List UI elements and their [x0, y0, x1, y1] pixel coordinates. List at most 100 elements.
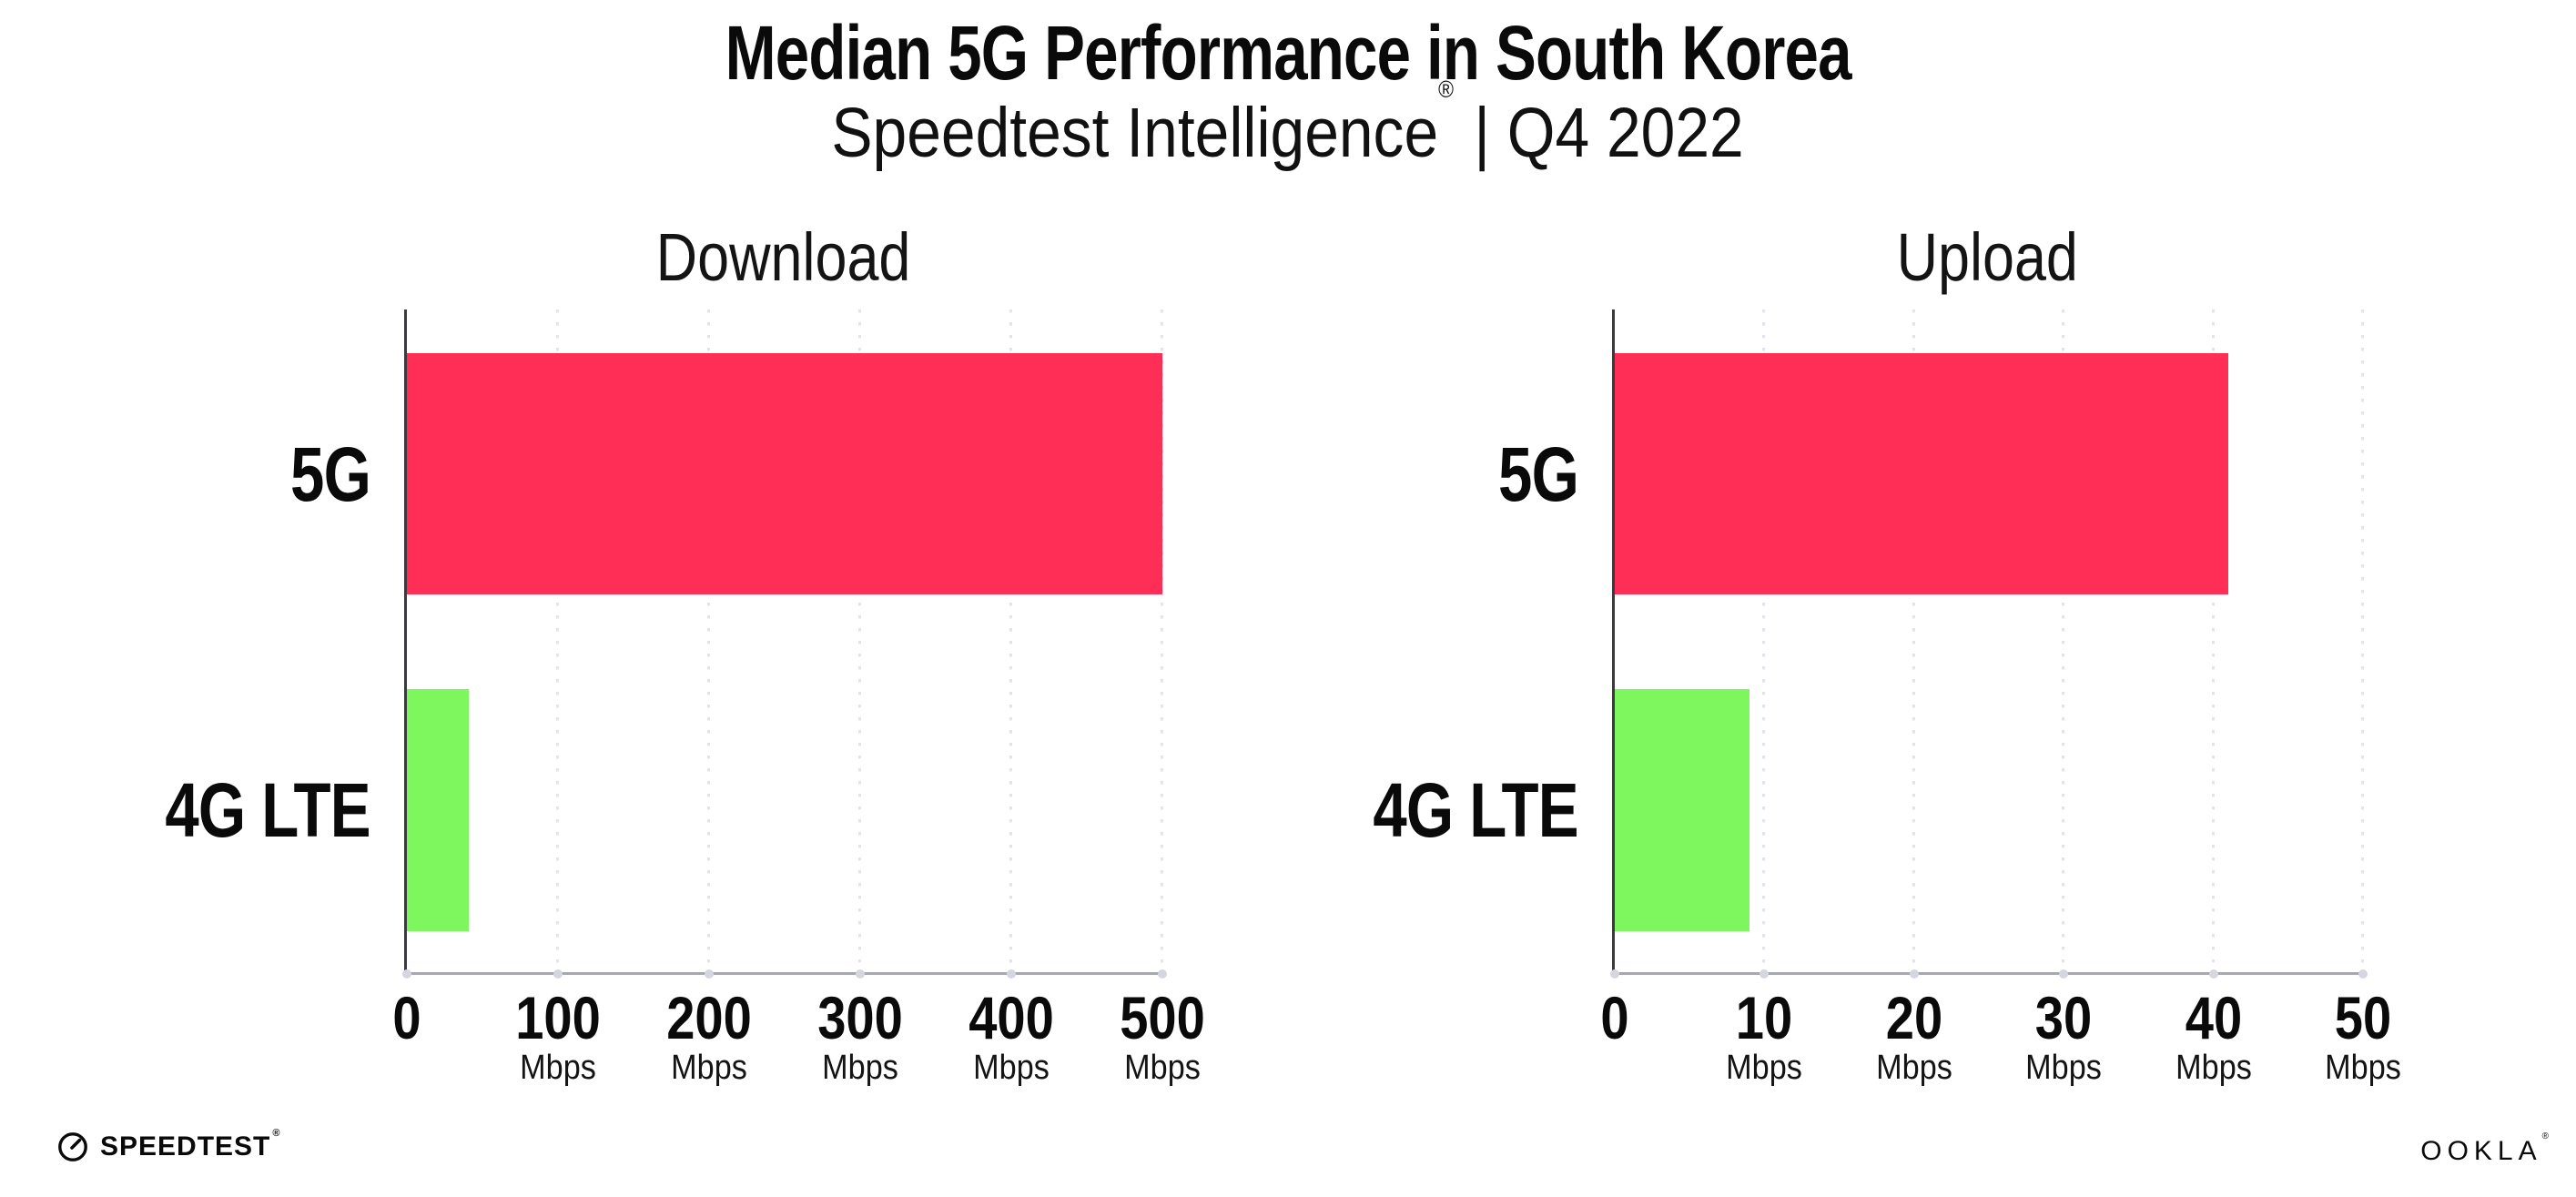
x-tick-label-10-upload: 10	[1731, 988, 1798, 1048]
axis-tick-dot-40-upload	[2208, 969, 2218, 979]
x-tick-value: 10	[1736, 984, 1793, 1051]
x-tick-unit-40-upload: Mbps	[2171, 1050, 2256, 1085]
axis-tick-dot-50-upload	[2358, 969, 2368, 979]
category-label-5g-upload: 5G	[1478, 431, 1579, 517]
x-tick-label-30-upload: 30	[2030, 988, 2096, 1048]
category-label-4g-lte-upload: 4G LTE	[1322, 767, 1579, 853]
category-label-4g-lte-download: 4G LTE	[114, 767, 371, 853]
chart-title-download-text: Download	[655, 219, 911, 295]
x-tick-value: 0	[392, 984, 421, 1051]
gridline-200-download	[707, 309, 710, 972]
gridline-500-download	[1161, 309, 1163, 972]
x-tick-value: 400	[969, 984, 1054, 1051]
speedtest-registered-mark: ®	[272, 1128, 281, 1139]
axis-tick-dot-0-upload	[1610, 969, 1619, 979]
x-tick-unit-10-upload: Mbps	[1722, 1050, 1807, 1085]
axis-tick-dot-20-upload	[1909, 969, 1919, 979]
bar-5g-upload	[1615, 353, 2229, 594]
plot-area-upload: 0 10 Mbps 20 Mbps 30 Mbps 40 Mbps 50 Mbps 5G 4G LTE	[1374, 309, 2401, 1085]
x-tick-unit-text: Mbps	[1875, 1049, 1952, 1087]
x-tick-label-0-upload: 0	[1598, 988, 1632, 1048]
x-tick-unit-text: Mbps	[2025, 1049, 2103, 1087]
chart-panel-download: Download 0 100 Mbps 200 Mbps 300 Mbps 400 Mbps 50…	[166, 224, 1205, 1086]
x-tick-value: 0	[1600, 984, 1629, 1051]
ookla-registered-mark: ®	[2541, 1131, 2549, 1141]
x-tick-value: 20	[1885, 984, 1943, 1051]
chart-title-upload: Upload	[1612, 224, 2363, 291]
axis-tick-dot-100-download	[553, 969, 563, 979]
gridline-20-upload	[1912, 309, 1915, 972]
axis-tick-dot-30-upload	[2059, 969, 2069, 979]
page-title-text: Median 5G Performance in South Korea	[725, 10, 1851, 96]
x-tick-unit-text: Mbps	[822, 1049, 898, 1087]
registered-mark: ®	[1438, 76, 1455, 104]
page-subtitle-text: Speedtest Intelligence® | Q4 2022	[831, 77, 1745, 172]
gridline-40-upload	[2211, 309, 2215, 972]
gridline-10-upload	[1762, 309, 1766, 972]
ookla-logo: OOKLA®	[2420, 1132, 2549, 1166]
x-tick-label-20-upload: 20	[1881, 988, 1947, 1048]
x-tick-label-300-download: 300	[810, 988, 910, 1048]
axis-tick-dot-10-upload	[1760, 969, 1770, 979]
x-tick-value: 40	[2185, 984, 2242, 1051]
x-tick-value: 500	[1120, 984, 1205, 1051]
plot-area-download: 0 100 Mbps 200 Mbps 300 Mbps 400 Mbps 500 Mbps 5G 4G…	[166, 309, 1205, 1085]
axis-tick-dot-300-download	[856, 969, 865, 979]
speedtest-gauge-icon	[56, 1131, 89, 1163]
x-tick-label-100-download: 100	[508, 988, 608, 1048]
page-title: Median 5G Performance in South Korea	[0, 13, 2576, 93]
gridline-100-download	[556, 309, 559, 972]
x-tick-label-200-download: 200	[659, 988, 759, 1048]
x-tick-unit-text: Mbps	[1124, 1049, 1201, 1087]
axis-tick-dot-200-download	[705, 969, 714, 979]
x-tick-unit-100-download: Mbps	[516, 1050, 601, 1085]
axis-tick-dot-0-download	[402, 969, 411, 979]
x-tick-label-400-download: 400	[961, 988, 1061, 1048]
chart-panel-upload: Upload 0 10 Mbps 20 Mbps 30 Mbps 40 Mbps 50 Mbps 5G…	[1374, 224, 2401, 1086]
x-tick-unit-200-download: Mbps	[667, 1050, 752, 1085]
gridline-300-download	[858, 309, 861, 972]
gridline-400-download	[1009, 309, 1012, 972]
x-tick-label-50-upload: 50	[2329, 988, 2396, 1048]
x-tick-value: 30	[2034, 984, 2093, 1051]
x-tick-unit-text: Mbps	[2325, 1049, 2401, 1087]
bar-4g-lte-download	[407, 689, 470, 931]
chart-title-upload-text: Upload	[1896, 219, 2079, 295]
x-tick-value: 100	[515, 984, 601, 1051]
x-tick-unit-text: Mbps	[1726, 1049, 1803, 1087]
x-tick-unit-text: Mbps	[671, 1049, 747, 1087]
page-subtitle: Speedtest Intelligence® | Q4 2022	[0, 77, 2576, 172]
x-tick-unit-50-upload: Mbps	[2321, 1050, 2406, 1085]
x-tick-label-40-upload: 40	[2180, 988, 2246, 1048]
ookla-wordmark-text: OOKLA	[2420, 1136, 2542, 1166]
x-tick-unit-500-download: Mbps	[1121, 1050, 1205, 1085]
x-tick-value: 300	[817, 984, 903, 1051]
x-tick-unit-text: Mbps	[973, 1049, 1050, 1087]
axis-tick-dot-400-download	[1007, 969, 1016, 979]
speedtest-wordmark: SPEEDTEST ®	[100, 1129, 280, 1161]
speedtest-wordmark-text: SPEEDTEST	[100, 1131, 271, 1161]
x-tick-unit-text: Mbps	[520, 1049, 596, 1087]
bar-5g-download	[407, 353, 1162, 594]
x-tick-label-500-download: 500	[1112, 988, 1212, 1048]
category-label-text: 5G	[289, 431, 371, 517]
subtitle-period: | Q4 2022	[1456, 94, 1745, 172]
x-tick-unit-20-upload: Mbps	[1871, 1050, 1956, 1085]
speedtest-logo: SPEEDTEST ®	[56, 1129, 280, 1163]
x-tick-value: 200	[666, 984, 752, 1051]
category-label-text: 5G	[1497, 431, 1579, 517]
x-tick-unit-text: Mbps	[2175, 1049, 2252, 1087]
x-tick-unit-30-upload: Mbps	[2022, 1050, 2106, 1085]
category-label-text: 4G LTE	[1373, 767, 1579, 853]
gridline-50-upload	[2361, 309, 2364, 972]
axis-tick-dot-500-download	[1158, 969, 1167, 979]
subtitle-brand: Speedtest Intelligence	[831, 94, 1439, 172]
category-label-5g-download: 5G	[270, 431, 371, 517]
x-tick-unit-300-download: Mbps	[818, 1050, 903, 1085]
x-tick-unit-400-download: Mbps	[969, 1050, 1054, 1085]
x-tick-value: 50	[2334, 984, 2392, 1051]
x-tick-label-0-download: 0	[390, 988, 424, 1048]
chart-title-download: Download	[404, 224, 1162, 291]
category-label-text: 4G LTE	[165, 767, 371, 853]
bar-4g-lte-upload	[1615, 689, 1749, 931]
